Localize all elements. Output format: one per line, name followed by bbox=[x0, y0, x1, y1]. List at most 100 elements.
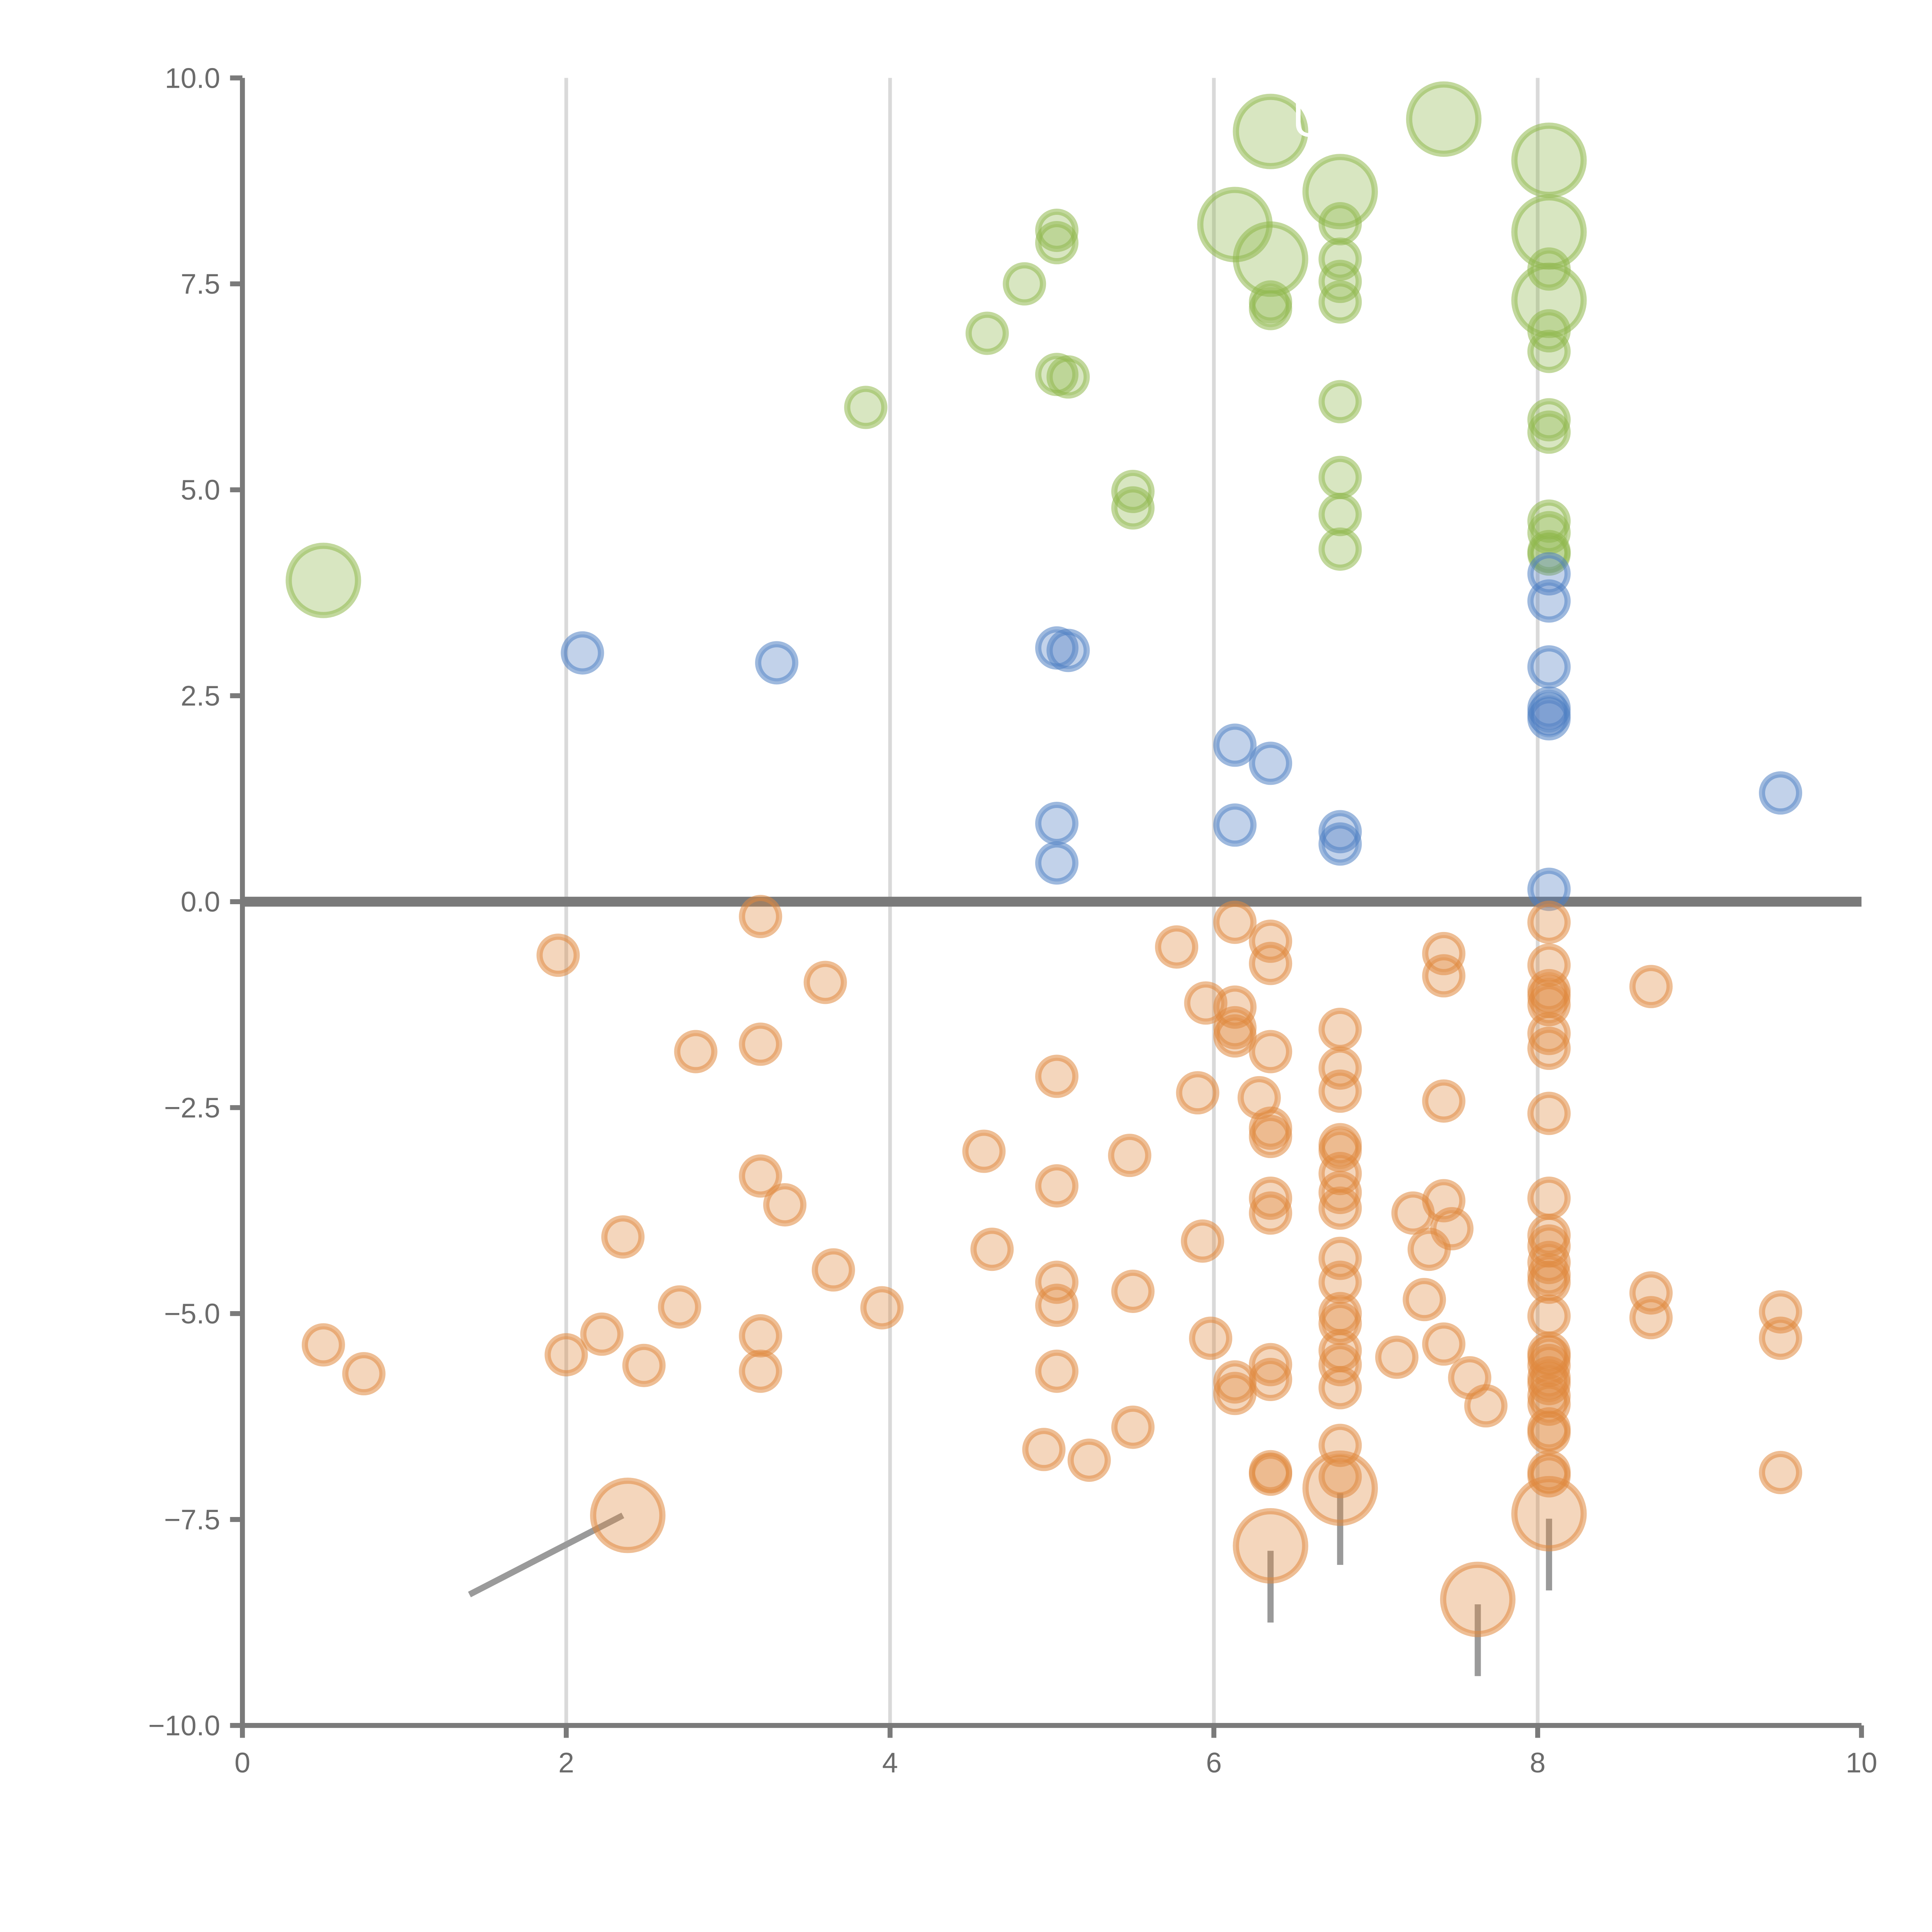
data-point-low-positive bbox=[1527, 867, 1571, 911]
data-point-negative bbox=[1233, 1508, 1308, 1584]
data-point-high-positive bbox=[1527, 499, 1571, 543]
data-point-negative bbox=[970, 1228, 1014, 1271]
data-point-negative bbox=[1249, 1115, 1293, 1158]
data-point-high-positive bbox=[1527, 247, 1571, 291]
leader-line bbox=[1267, 114, 1299, 132]
data-point-negative bbox=[1759, 1316, 1803, 1360]
data-point-negative bbox=[1629, 965, 1673, 1009]
data-point-negative bbox=[1527, 1177, 1571, 1220]
x-tick-label: 2 bbox=[558, 1747, 574, 1779]
y-tick-label: 0.0 bbox=[180, 886, 220, 918]
data-point-negative bbox=[1022, 1428, 1066, 1471]
data-point-negative bbox=[1249, 1177, 1293, 1220]
data-point-negative bbox=[1318, 1069, 1362, 1113]
axes: 10.0 7.5 5.0 2.5 0.0 −2.5 −5.0 −7.5 −10.0 0 2 4 6 8 10 bbox=[148, 62, 1878, 1779]
data-point-negative bbox=[1629, 1296, 1673, 1340]
data-point-low-positive bbox=[1035, 841, 1079, 885]
data-point-high-positive bbox=[1035, 209, 1079, 252]
data-point-negative bbox=[1464, 1384, 1508, 1428]
data-point-negative bbox=[739, 895, 782, 938]
data-point-negative bbox=[803, 961, 847, 1004]
data-point-negative bbox=[1155, 925, 1199, 969]
data-point-negative bbox=[1108, 1134, 1151, 1177]
data-point-negative bbox=[1249, 1358, 1293, 1401]
data-point-low-positive bbox=[1046, 629, 1090, 672]
data-point-low-positive bbox=[755, 641, 799, 685]
x-tick-label: 4 bbox=[882, 1747, 898, 1779]
annotations: UM bbox=[1292, 92, 1369, 147]
data-point-negative bbox=[1527, 900, 1571, 944]
leader-line bbox=[1545, 282, 1578, 301]
data-point-negative bbox=[1759, 1451, 1803, 1494]
data-point-negative bbox=[590, 1478, 666, 1553]
y-tick-label: −5.0 bbox=[164, 1298, 220, 1330]
data-point-negative bbox=[1035, 1284, 1079, 1327]
data-point-high-positive bbox=[1302, 154, 1378, 230]
y-tick-label: 2.5 bbox=[180, 680, 220, 712]
data-point-high-positive bbox=[1527, 398, 1571, 442]
data-point-negative bbox=[1527, 1294, 1571, 1338]
leader-line bbox=[1231, 207, 1264, 225]
data-point-negative bbox=[739, 1022, 782, 1066]
x-tick-label: 6 bbox=[1206, 1747, 1222, 1779]
data-point-negative bbox=[1111, 1269, 1155, 1313]
data-point-negative bbox=[622, 1344, 666, 1387]
data-point-negative bbox=[1527, 1411, 1571, 1455]
data-point-high-positive bbox=[286, 543, 361, 618]
data-point-low-positive bbox=[1527, 645, 1571, 689]
data-point-negative bbox=[1249, 942, 1293, 985]
leader-line bbox=[1545, 143, 1578, 161]
data-point-negative bbox=[544, 1333, 588, 1377]
data-point-high-positive bbox=[1318, 202, 1362, 246]
data-points bbox=[286, 81, 1803, 1637]
data-point-negative bbox=[1527, 1027, 1571, 1070]
data-point-negative bbox=[1213, 900, 1257, 944]
leader-line bbox=[1440, 101, 1472, 120]
data-point-low-positive bbox=[1213, 723, 1257, 767]
data-point-negative bbox=[1318, 1186, 1362, 1230]
data-point-high-positive bbox=[1318, 380, 1362, 423]
data-point-negative bbox=[1249, 1452, 1293, 1496]
data-point-high-positive bbox=[1003, 262, 1046, 306]
data-point-high-positive bbox=[844, 386, 888, 429]
data-point-negative bbox=[1189, 1316, 1233, 1360]
data-point-negative bbox=[1249, 1343, 1293, 1386]
data-point-low-positive bbox=[1035, 801, 1079, 845]
data-point-negative bbox=[1318, 1366, 1362, 1410]
data-point-negative bbox=[1318, 1260, 1362, 1304]
data-point-low-positive bbox=[1759, 771, 1803, 815]
data-point-negative bbox=[301, 1323, 345, 1367]
data-point-negative bbox=[674, 1030, 718, 1073]
data-point-negative bbox=[763, 1183, 807, 1227]
data-point-low-positive bbox=[1527, 579, 1571, 623]
data-point-negative bbox=[739, 1154, 782, 1198]
leader-line bbox=[1267, 241, 1299, 260]
data-point-negative bbox=[860, 1286, 904, 1330]
data-point-high-positive bbox=[1527, 410, 1571, 454]
data-point-low-positive bbox=[1213, 803, 1257, 847]
data-point-high-positive bbox=[1035, 221, 1079, 265]
y-tick-label: −2.5 bbox=[164, 1092, 220, 1124]
y-tick-label: 10.0 bbox=[165, 62, 220, 94]
y-tick-label: −7.5 bbox=[164, 1503, 220, 1536]
data-point-negative bbox=[342, 1352, 386, 1396]
data-point-high-positive bbox=[1233, 221, 1308, 297]
data-point-negative bbox=[1302, 1450, 1378, 1526]
annotation-leader-lines bbox=[320, 101, 1578, 1676]
data-point-high-positive bbox=[1111, 486, 1155, 530]
data-point-negative bbox=[1213, 1372, 1257, 1415]
data-point-negative bbox=[1318, 1007, 1362, 1051]
data-point-negative bbox=[739, 1349, 782, 1393]
data-point-low-positive bbox=[1318, 810, 1362, 854]
data-point-negative bbox=[739, 1314, 782, 1358]
data-point-negative bbox=[1403, 1278, 1446, 1321]
y-tick-label: −10.0 bbox=[148, 1709, 220, 1742]
data-point-negative bbox=[1422, 954, 1466, 998]
annotation-label: UM bbox=[1292, 92, 1369, 147]
data-point-negative bbox=[1111, 1405, 1155, 1449]
data-point-negative bbox=[658, 1285, 701, 1329]
data-point-negative bbox=[1527, 1012, 1571, 1055]
data-point-low-positive bbox=[1527, 697, 1571, 741]
data-point-high-positive bbox=[1249, 287, 1293, 330]
data-point-negative bbox=[811, 1248, 855, 1292]
